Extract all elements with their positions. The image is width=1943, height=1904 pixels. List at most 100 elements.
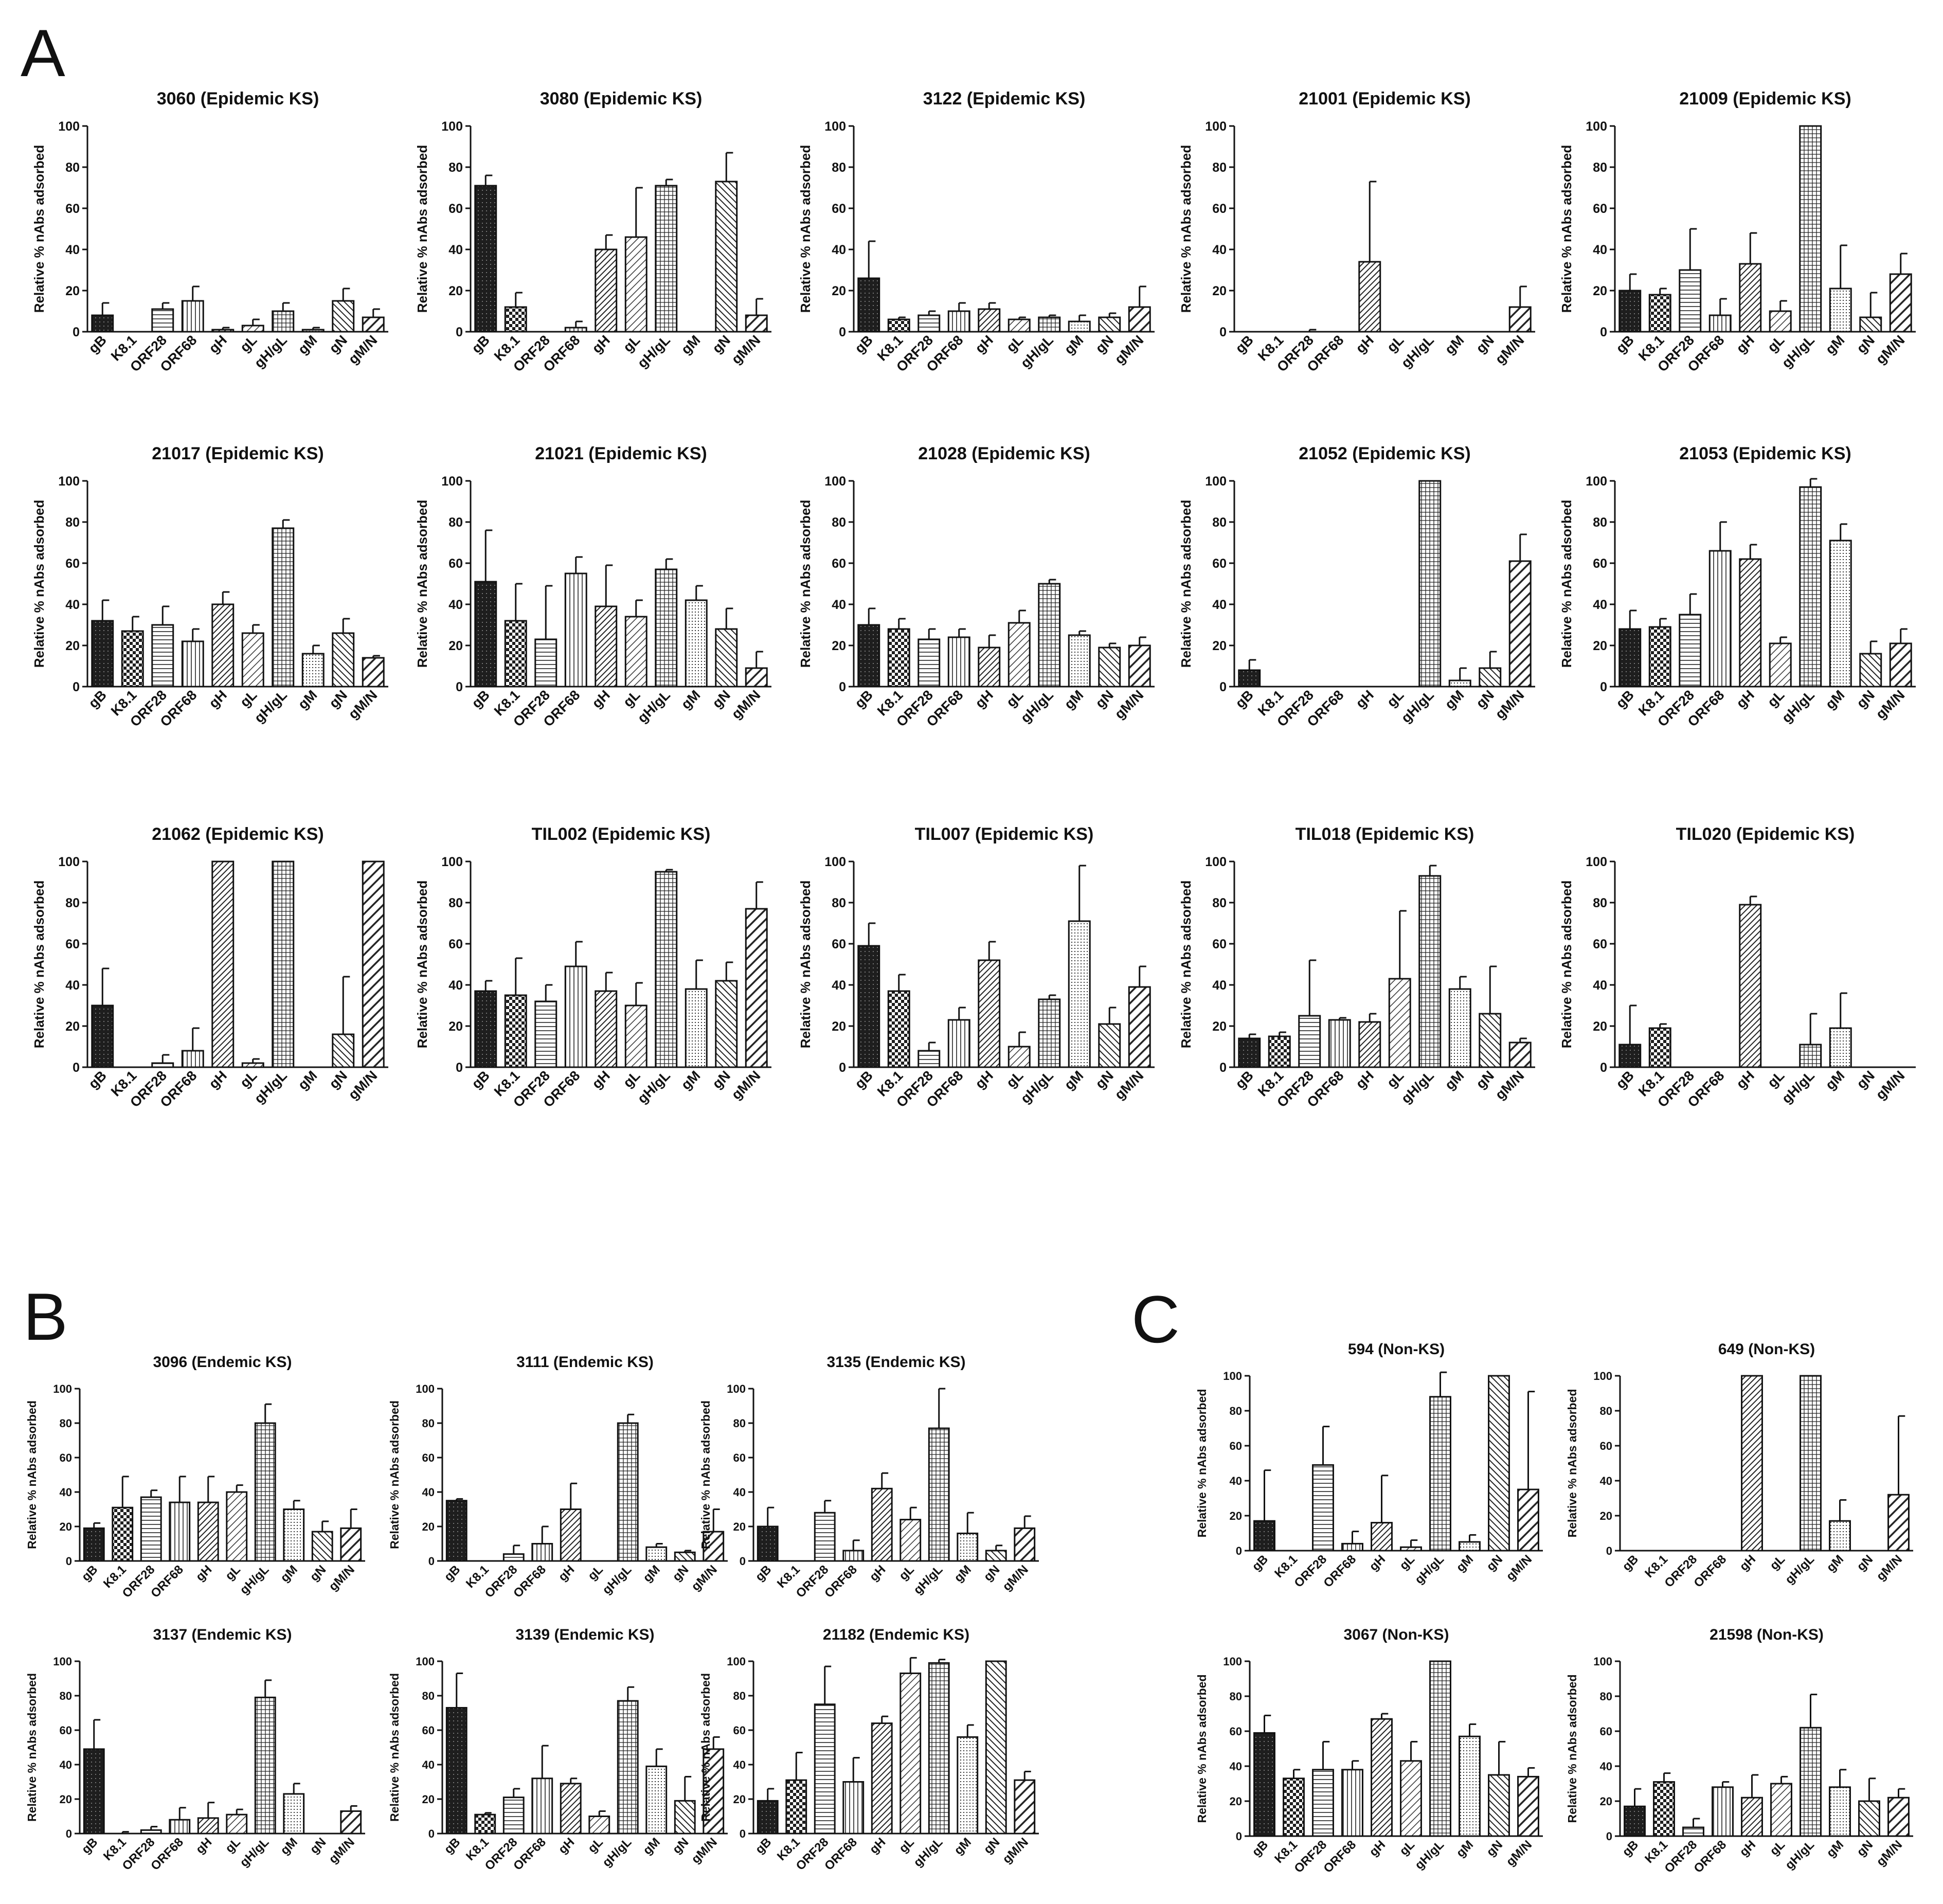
y-tick-label: 20 (65, 1019, 80, 1034)
chart-12: TIL007 (Epidemic KS) Relative % nAbs adso… (798, 824, 1155, 1110)
bar (645, 1546, 668, 1562)
bar (1829, 1786, 1851, 1837)
bar (197, 1817, 219, 1835)
y-tick-label: 80 (65, 160, 80, 175)
x-tick-label: gN (1854, 1552, 1876, 1574)
y-tick-label: 100 (1586, 119, 1607, 134)
bar (1712, 1786, 1734, 1837)
chart-title: 649 (Non-KS) (1718, 1341, 1815, 1358)
bar (899, 1672, 922, 1835)
y-axis-label: Relative % nAbs adsorbed (1566, 1675, 1579, 1823)
bar (645, 1765, 668, 1835)
y-tick-label: 20 (1600, 1795, 1612, 1808)
x-tick-label: gH (972, 1068, 996, 1092)
y-tick-label: 0 (1606, 1544, 1612, 1557)
y-tick-label: 0 (839, 1061, 846, 1075)
y-tick-label: 20 (1593, 1019, 1607, 1034)
x-tick-label: gH/gL (251, 687, 290, 726)
bar (1429, 1660, 1451, 1837)
x-tick-label: gN (709, 332, 733, 356)
x-tick-label: gM (1824, 1838, 1847, 1860)
bar (151, 624, 174, 688)
x-tick-label: gH/gL (251, 332, 290, 371)
y-tick-label: 60 (832, 556, 846, 571)
y-tick-label: 100 (824, 119, 846, 134)
y-axis-label: Relative % nAbs adsorbed (798, 145, 813, 313)
y-tick-label: 100 (1223, 1370, 1242, 1382)
bar (1889, 642, 1912, 688)
y-axis-label: Relative % nAbs adsorbed (31, 500, 47, 668)
y-tick-label: 40 (733, 1758, 746, 1771)
y-tick-label: 40 (448, 243, 463, 257)
x-tick-label: gH (972, 687, 996, 711)
bar (112, 1506, 134, 1562)
bar (226, 1491, 248, 1562)
bar (91, 620, 114, 688)
y-axis-label: Relative % nAbs adsorbed (415, 881, 430, 1049)
bar (1679, 269, 1702, 333)
bar (340, 1527, 362, 1562)
y-tick-label: 60 (1593, 202, 1607, 216)
y-tick-label: 40 (60, 1758, 72, 1771)
y-axis-label: Relative % nAbs adsorbed (31, 881, 47, 1049)
x-tick-label: gN (1473, 1068, 1497, 1092)
x-tick-label: gL (1765, 1068, 1788, 1091)
chart-title: 3135 (Endemic KS) (826, 1354, 965, 1371)
y-tick-label: 40 (65, 243, 80, 257)
x-tick-label: ORF28 (1662, 1552, 1700, 1590)
bar (985, 1660, 1007, 1835)
bar (1098, 316, 1121, 333)
x-tick-label: gM/N (1112, 1068, 1147, 1103)
bar (1741, 1797, 1763, 1837)
bar (655, 871, 678, 1068)
x-tick-label: ORF68 (511, 1562, 549, 1601)
chart-20: 21182 (Endemic KS) Relative % nAbs adsorb… (699, 1626, 1039, 1873)
bar (1770, 1783, 1792, 1837)
x-tick-label: gM/N (1873, 1068, 1908, 1103)
x-tick-label: gL (1384, 332, 1407, 355)
x-tick-label: gH (556, 1562, 578, 1584)
bar (1488, 1375, 1510, 1552)
x-tick-label: gH (867, 1835, 889, 1857)
y-tick-label: 0 (740, 1827, 746, 1840)
bar (502, 1553, 525, 1562)
x-tick-label: gM (1442, 332, 1467, 357)
y-tick-label: 20 (65, 284, 80, 298)
x-tick-label: gH/gL (1779, 332, 1818, 371)
bar (1400, 1546, 1422, 1552)
y-tick-label: 80 (1212, 160, 1227, 175)
bar (1479, 667, 1502, 688)
x-tick-label: gN (709, 687, 733, 711)
bar (1312, 1769, 1334, 1837)
y-tick-label: 60 (448, 556, 463, 571)
x-tick-label: gL (1003, 1068, 1027, 1091)
bar (715, 628, 738, 688)
bar (1268, 1035, 1291, 1068)
y-tick-label: 80 (1212, 515, 1227, 530)
bar (1238, 669, 1261, 688)
bar (301, 653, 325, 688)
bar (978, 646, 1001, 688)
x-tick-label: ORF68 (1691, 1838, 1729, 1876)
x-tick-label: gB (1232, 687, 1256, 711)
y-tick-label: 40 (1230, 1760, 1242, 1773)
bar (311, 1531, 333, 1562)
bar (1008, 318, 1031, 333)
bar (560, 1783, 582, 1835)
y-tick-label: 80 (1600, 1690, 1612, 1703)
y-tick-label: 0 (1600, 680, 1607, 694)
x-tick-label: gM/N (1492, 1068, 1527, 1103)
bar (1624, 1805, 1646, 1837)
x-tick-label: gM (1823, 687, 1848, 712)
y-tick-label: 60 (65, 937, 80, 951)
bar (474, 1813, 496, 1835)
chart-13: TIL018 (Epidemic KS) Relative % nAbs adso… (1178, 824, 1535, 1110)
bar (1128, 986, 1151, 1068)
x-tick-label: gH (1733, 332, 1757, 356)
bar (871, 1722, 893, 1835)
x-tick-label: gB (852, 332, 876, 356)
bar (887, 990, 910, 1068)
y-tick-label: 80 (448, 515, 463, 530)
chart-title: 3080 (Epidemic KS) (540, 89, 703, 109)
y-tick-label: 100 (416, 1382, 435, 1395)
